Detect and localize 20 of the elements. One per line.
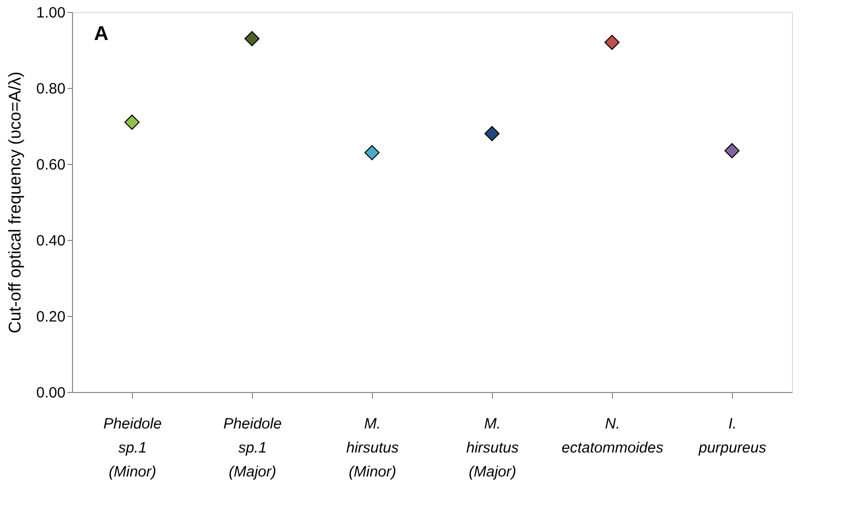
y-tick-label: 0.20 xyxy=(36,308,66,326)
x-tick-label: M. hirsutus (Minor) xyxy=(346,416,400,480)
annotation: A xyxy=(94,23,108,45)
y-tick-label: 0.00 xyxy=(36,384,66,402)
x-tick-label: M. hirsutus (Major) xyxy=(466,416,520,480)
point xyxy=(364,145,380,160)
point xyxy=(244,31,260,46)
x-tick-label: I. purpureus xyxy=(698,416,767,456)
y-tick-label: 0.40 xyxy=(36,232,66,250)
x-tick-label: Pheidole sp.1 (Major) xyxy=(223,416,282,480)
y-tick-label: 0.80 xyxy=(36,80,66,98)
point xyxy=(604,34,620,50)
x-tick-label: Pheidole sp.1 (Minor) xyxy=(103,416,162,480)
point xyxy=(724,143,740,158)
point xyxy=(124,114,140,130)
y-tick-label: 1.00 xyxy=(36,4,66,22)
x-tick-label: N. ectatommoides xyxy=(562,416,664,456)
y-tick-label: 0.60 xyxy=(36,156,66,174)
point xyxy=(484,126,500,142)
y-axis-title: Cut-off optical frequency (υco=A/λ) xyxy=(5,72,24,334)
